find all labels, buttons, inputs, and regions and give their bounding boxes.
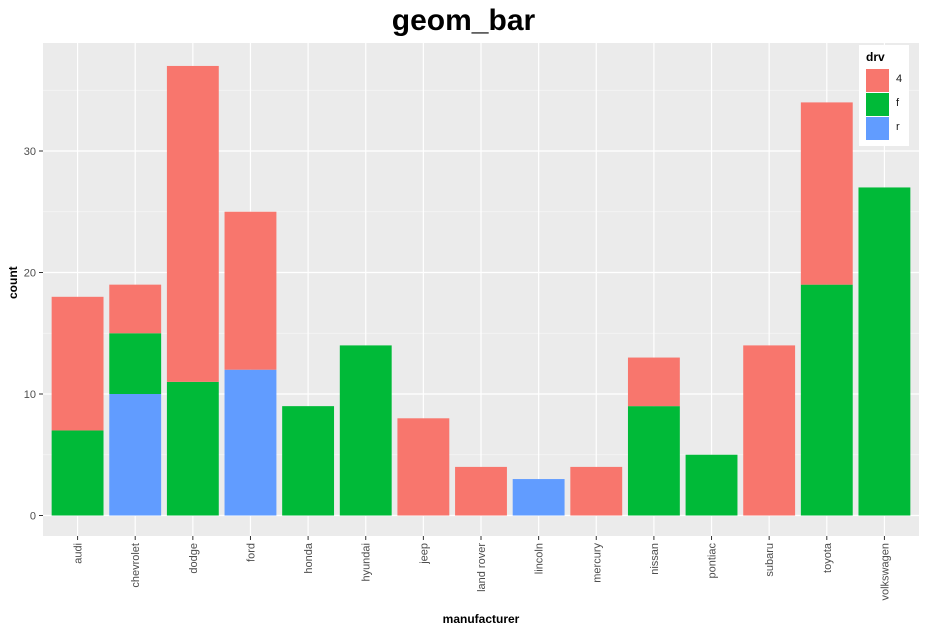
y-tick-label: 10 — [24, 389, 36, 401]
bar-ford-drv-4 — [224, 211, 277, 370]
bar-hyundai-drv-f — [339, 345, 392, 516]
x-tick-label: land rover — [476, 543, 488, 592]
bar-ford-drv-r — [224, 369, 277, 516]
bar-toyota-drv-f — [800, 284, 853, 516]
bar-nissan-drv-f — [627, 406, 680, 516]
bar-toyota-drv-4 — [800, 102, 853, 285]
bar-jeep-drv-4 — [397, 418, 450, 516]
y-tick-label: 30 — [24, 146, 36, 158]
bar-chevrolet-drv-4 — [109, 284, 162, 334]
legend-item: f — [866, 93, 906, 116]
x-tick-label: jeep — [418, 543, 430, 565]
x-tick-label: subaru — [764, 543, 776, 577]
bar-land-rover-drv-4 — [455, 466, 507, 516]
x-tick-label: volkswagen — [879, 543, 891, 600]
bar-audi-drv-f — [51, 430, 104, 516]
bar-subaru-drv-4 — [743, 345, 796, 516]
legend-label: r — [896, 121, 900, 133]
legend-item: 4 — [866, 69, 906, 92]
x-tick-label: honda — [303, 542, 315, 573]
bar-honda-drv-f — [282, 406, 335, 516]
x-tick-label: chevrolet — [130, 543, 142, 588]
x-tick-label: pontiac — [707, 543, 719, 579]
legend-key — [866, 117, 889, 140]
legend-label: 4 — [896, 73, 903, 85]
x-tick-label: audi — [73, 543, 85, 564]
x-tick-label: nissan — [649, 543, 661, 575]
bar-nissan-drv-4 — [627, 357, 680, 407]
bar-chevrolet-drv-r — [109, 394, 162, 516]
y-tick-label: 0 — [30, 511, 36, 523]
y-tick-label: 20 — [24, 268, 36, 280]
bar-chevrolet-drv-f — [109, 333, 162, 394]
x-tick-label: dodge — [188, 543, 200, 574]
bar-lincoln-drv-r — [512, 479, 565, 516]
bar-dodge-drv-f — [166, 381, 219, 516]
legend-key — [866, 93, 889, 116]
bar-volkswagen-drv-f — [858, 187, 911, 516]
x-tick-label: mercury — [591, 543, 603, 583]
bar-mercury-drv-4 — [570, 466, 623, 516]
legend-title: drv — [866, 50, 885, 64]
legend-label: f — [896, 97, 900, 109]
bar-pontiac-drv-f — [685, 454, 738, 516]
x-tick-label: lincoln — [534, 543, 546, 574]
y-axis-label: count — [6, 266, 20, 299]
chart-title: geom_bar — [391, 4, 536, 37]
x-axis-label: manufacturer — [442, 612, 520, 626]
x-tick-label: ford — [245, 543, 257, 562]
bar-dodge-drv-4 — [166, 65, 219, 382]
x-tick-label: hyundai — [361, 543, 373, 582]
x-tick-label: toyota — [822, 542, 834, 573]
bar-audi-drv-4 — [51, 296, 104, 431]
legend-key — [866, 69, 889, 92]
legend-item: r — [866, 117, 906, 140]
